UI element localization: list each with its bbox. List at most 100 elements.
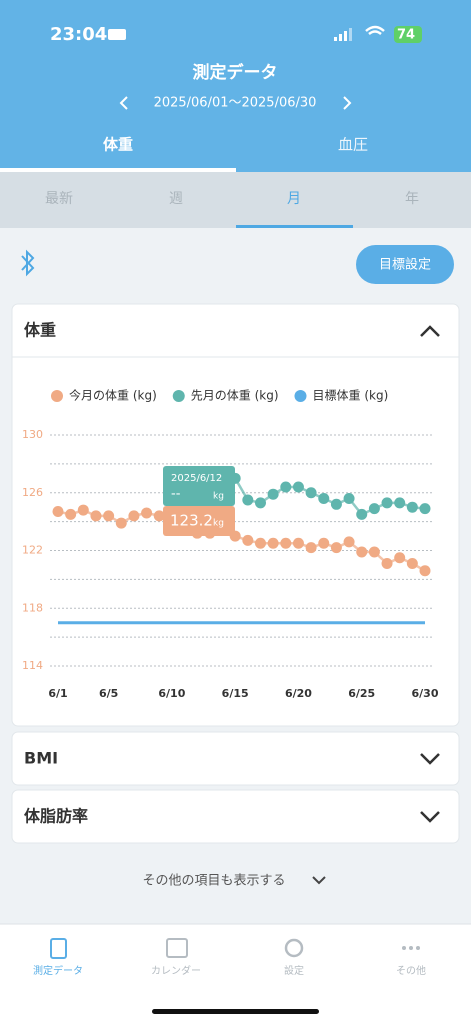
next-arrow[interactable] xyxy=(343,96,352,110)
data-point xyxy=(242,494,254,506)
data-point xyxy=(318,493,330,505)
section-title: BMI xyxy=(24,749,58,768)
nav-label[interactable]: 測定データ xyxy=(33,964,83,977)
header-bg xyxy=(0,0,471,172)
legend-marker xyxy=(294,390,307,402)
data-point xyxy=(115,517,127,529)
prev-arrow[interactable] xyxy=(119,96,128,110)
data-point xyxy=(381,497,393,509)
goal-button[interactable] xyxy=(356,245,454,284)
nav-icon xyxy=(166,938,188,958)
data-point xyxy=(368,546,380,558)
data-point xyxy=(292,481,304,493)
data-point xyxy=(103,510,115,522)
x-tick-label: 6/30 xyxy=(412,687,439,700)
nav-label[interactable]: その他 xyxy=(396,964,426,977)
battery-level: 74 xyxy=(397,28,415,43)
data-point xyxy=(356,508,368,520)
data-point xyxy=(343,536,355,548)
data-point xyxy=(305,542,317,554)
data-point xyxy=(153,510,165,522)
data-point xyxy=(419,565,431,577)
chart: 114 118 122 126 130 6/1 6/5 6/10 6/15 6/20 6/25 6/3… xyxy=(22,388,439,701)
y-tick-label: 130 xyxy=(22,428,43,441)
nav-icon xyxy=(402,946,420,950)
tooltip-prev xyxy=(163,466,235,506)
data-point xyxy=(267,537,279,549)
data-point xyxy=(65,508,77,520)
x-tick-label: 6/20 xyxy=(285,687,312,700)
expand-icon[interactable] xyxy=(420,811,440,823)
nav-label[interactable]: 設定 xyxy=(284,964,304,977)
x-tick-label: 6/5 xyxy=(99,687,118,700)
data-point xyxy=(90,510,102,522)
header-title: 測定データ xyxy=(193,62,278,83)
signal-icon xyxy=(334,28,352,41)
data-point xyxy=(406,501,418,513)
data-point xyxy=(394,497,406,509)
more-icon xyxy=(312,876,326,885)
tooltip-current xyxy=(163,506,235,536)
data-point xyxy=(128,510,140,522)
legend-marker xyxy=(172,390,185,402)
legend-marker xyxy=(51,390,63,402)
data-point xyxy=(267,488,279,500)
x-tick-label: 6/1 xyxy=(48,687,67,700)
series-line xyxy=(234,477,426,516)
data-point xyxy=(254,497,266,509)
data-point xyxy=(318,537,330,549)
section-title: 体重 xyxy=(24,321,56,340)
bmi-card[interactable] xyxy=(11,731,460,786)
period-underline xyxy=(236,225,353,228)
tab[interactable]: 血圧 xyxy=(338,136,368,154)
fat-card[interactable] xyxy=(11,789,460,844)
tab[interactable]: 体重 xyxy=(103,136,133,154)
expand-icon[interactable] xyxy=(420,753,440,765)
bluetooth-icon xyxy=(21,249,35,277)
data-point xyxy=(52,506,64,518)
nav-label[interactable]: カレンダー xyxy=(151,964,201,977)
x-tick-label: 6/15 xyxy=(222,687,249,700)
data-point xyxy=(419,503,431,515)
data-point xyxy=(356,546,368,558)
y-tick-label: 126 xyxy=(22,486,43,499)
date-range: 2025/06/01〜2025/06/30 xyxy=(154,96,317,111)
period-bar xyxy=(0,172,471,228)
data-point xyxy=(394,552,406,564)
bottom-nav xyxy=(0,924,471,1024)
legend-label: 今月の体重 (kg) xyxy=(69,388,157,403)
x-tick-label: 6/10 xyxy=(158,687,185,700)
tooltip-date: 2025/6/12 xyxy=(171,473,222,484)
period[interactable]: 最新 xyxy=(45,191,73,207)
wifi-icon xyxy=(365,25,385,36)
weight-card xyxy=(11,303,460,727)
tooltip-unit: kg xyxy=(213,492,224,502)
period[interactable]: 年 xyxy=(405,191,419,207)
data-point xyxy=(330,498,342,510)
collapse-icon[interactable] xyxy=(420,325,440,337)
data-point xyxy=(343,493,355,505)
goal-button-label: 目標設定 xyxy=(379,257,431,273)
data-point xyxy=(406,557,418,569)
period[interactable]: 月 xyxy=(287,191,301,207)
data-point xyxy=(292,537,304,549)
data-point xyxy=(280,481,292,493)
period[interactable]: 週 xyxy=(169,191,183,207)
data-point xyxy=(280,537,292,549)
data-point xyxy=(368,503,380,515)
more-items[interactable]: その他の項目も表示する xyxy=(142,874,285,889)
battery-icon xyxy=(394,26,422,43)
data-point xyxy=(77,504,89,516)
data-point xyxy=(254,537,266,549)
home-indicator xyxy=(152,1009,319,1014)
data-point xyxy=(330,542,342,554)
y-tick-label: 118 xyxy=(22,601,43,614)
tab-underline xyxy=(0,168,236,172)
data-point xyxy=(305,487,317,499)
tooltip-prev-value: -- xyxy=(171,487,181,502)
legend-label: 目標体重 (kg) xyxy=(313,389,389,403)
nav-icon xyxy=(284,938,304,958)
data-point xyxy=(242,534,254,546)
